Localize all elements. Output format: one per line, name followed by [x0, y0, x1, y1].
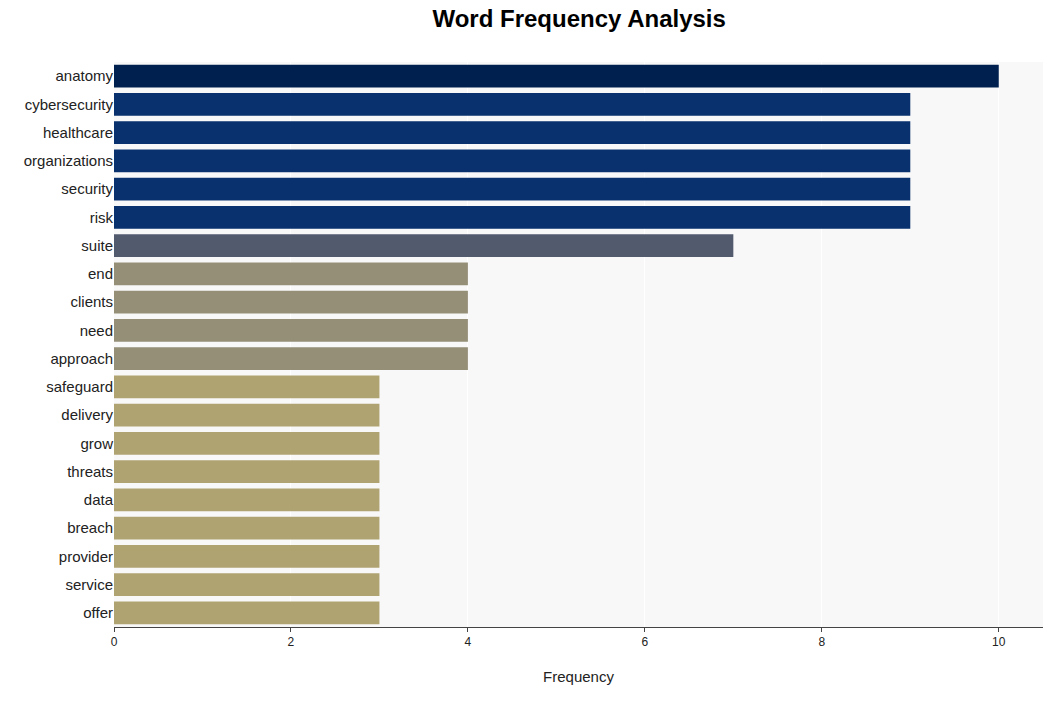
svg-text:offer: offer: [83, 604, 113, 621]
svg-text:clients: clients: [70, 293, 113, 310]
svg-text:Word Frequency Analysis: Word Frequency Analysis: [432, 5, 725, 32]
svg-text:0: 0: [111, 635, 118, 649]
svg-text:10: 10: [992, 635, 1006, 649]
svg-text:grow: grow: [80, 435, 113, 452]
svg-text:cybersecurity: cybersecurity: [25, 96, 114, 113]
svg-text:8: 8: [818, 635, 825, 649]
svg-text:service: service: [65, 576, 113, 593]
svg-text:need: need: [80, 322, 113, 339]
svg-text:threats: threats: [67, 463, 113, 480]
svg-text:safeguard: safeguard: [46, 378, 113, 395]
svg-text:6: 6: [642, 635, 649, 649]
svg-text:end: end: [88, 265, 113, 282]
svg-text:Frequency: Frequency: [543, 668, 614, 685]
svg-text:4: 4: [465, 635, 472, 649]
svg-text:data: data: [84, 491, 114, 508]
svg-text:anatomy: anatomy: [55, 67, 113, 84]
svg-text:organizations: organizations: [24, 152, 113, 169]
svg-text:approach: approach: [50, 350, 113, 367]
svg-text:delivery: delivery: [61, 406, 113, 423]
svg-text:security: security: [61, 180, 113, 197]
svg-text:healthcare: healthcare: [43, 124, 113, 141]
svg-text:risk: risk: [90, 209, 114, 226]
svg-text:2: 2: [288, 635, 295, 649]
svg-text:suite: suite: [81, 237, 113, 254]
svg-text:breach: breach: [67, 519, 113, 536]
svg-text:provider: provider: [59, 548, 113, 565]
